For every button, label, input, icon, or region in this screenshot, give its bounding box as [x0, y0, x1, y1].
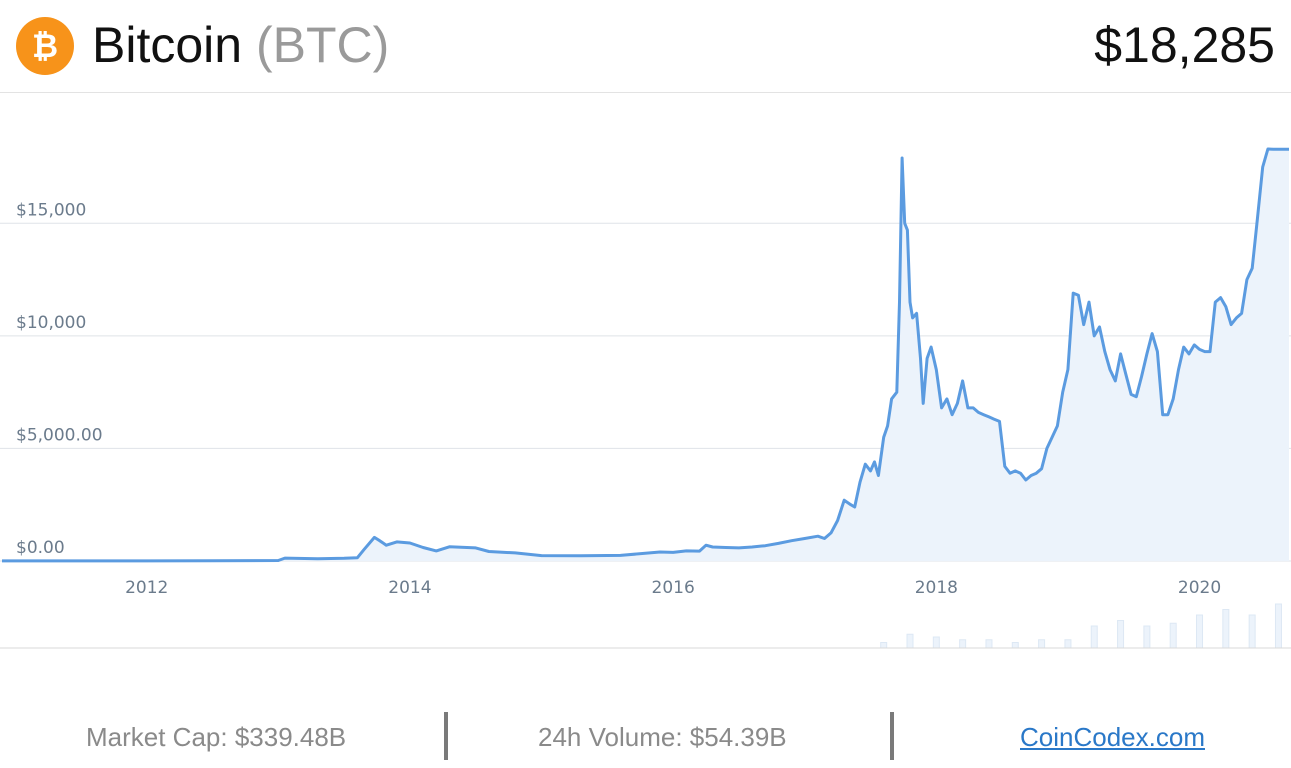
- coin-title: Bitcoin (BTC): [92, 14, 389, 76]
- volume-bar: [1169, 622, 1177, 649]
- volume-bar: [1222, 609, 1230, 649]
- x-tick-label: 2018: [915, 578, 958, 598]
- y-tick-label: $5,000.00: [16, 425, 103, 445]
- bitcoin-icon: ₿: [16, 17, 74, 75]
- volume-bar: [1064, 639, 1072, 649]
- x-axis-labels: 2012 2014 2016 2018 2020: [125, 578, 1221, 598]
- footer: Market Cap: $339.48B 24h Volume: $54.39B…: [0, 700, 1291, 768]
- x-tick-label: 2016: [652, 578, 695, 598]
- price-chart: $0.00$5,000.00$10,000$15,000 2012 2014 201…: [0, 147, 1291, 649]
- x-tick-label: 2020: [1178, 578, 1221, 598]
- bitcoin-glyph: ₿: [32, 27, 58, 65]
- x-tick-label: 2012: [125, 578, 168, 598]
- volume-bar: [959, 639, 967, 649]
- y-axis-labels: $0.00 $5,000.00 $10,000 $15,000: [16, 200, 103, 558]
- divider: [890, 712, 894, 760]
- volume-bar: [932, 636, 940, 649]
- volume-24h: 24h Volume: $54.39B: [538, 722, 787, 752]
- coin-name: Bitcoin: [92, 17, 243, 73]
- volume-bars: [880, 603, 1282, 649]
- coin-symbol: (BTC): [255, 17, 390, 73]
- volume-bar: [1274, 603, 1282, 649]
- y-tick-label: $10,000: [16, 313, 86, 333]
- volume-bar: [1196, 614, 1204, 649]
- header: ₿ Bitcoin (BTC) $18,285: [0, 0, 1291, 93]
- y-tick-label: $0.00: [16, 538, 65, 558]
- volume-bar: [1117, 620, 1125, 649]
- volume-bar: [880, 642, 888, 649]
- volume-bar: [1248, 614, 1256, 649]
- volume-bar: [906, 633, 914, 649]
- volume-bar: [1011, 642, 1019, 649]
- volume-bar: [985, 639, 993, 649]
- price-line: [2, 147, 1289, 563]
- market-cap: Market Cap: $339.48B: [86, 722, 347, 752]
- divider: [444, 712, 448, 760]
- y-tick-label: $15,000: [16, 200, 86, 220]
- coincodex-link[interactable]: CoinCodex.com: [1020, 722, 1205, 752]
- price-area: [2, 149, 1289, 561]
- volume-bar: [1090, 625, 1098, 649]
- x-tick-label: 2014: [388, 578, 431, 598]
- volume-bar: [1143, 625, 1151, 649]
- coin-price: $18,285: [1094, 17, 1275, 73]
- volume-bar: [1038, 639, 1046, 649]
